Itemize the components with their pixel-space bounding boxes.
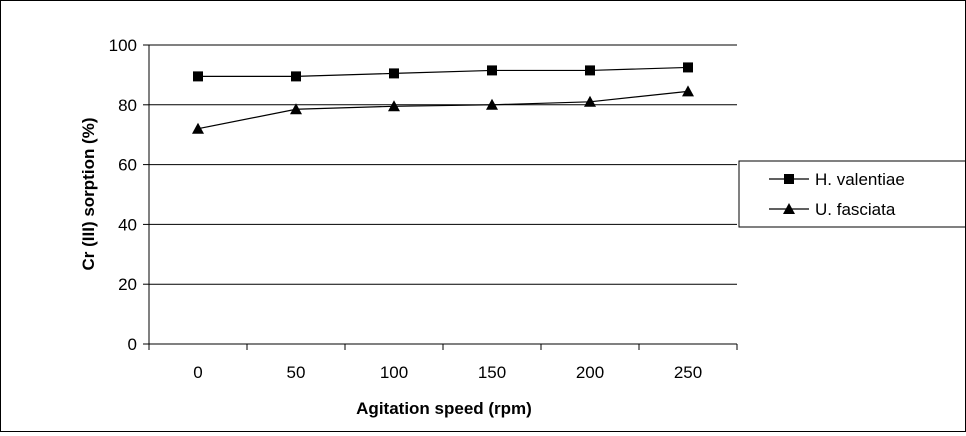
- x-tick-label: 200: [576, 363, 604, 382]
- series-line: [198, 66, 689, 77]
- data-point: [389, 68, 399, 79]
- y-tick-labels: 0 20 40 60 80 100: [109, 36, 137, 354]
- y-tick-label: 80: [118, 96, 137, 115]
- y-axis-title: Cr (III) sorption (%): [79, 118, 98, 271]
- data-point: [291, 71, 301, 82]
- y-tick-label: 0: [128, 335, 137, 354]
- x-tick-label: 100: [380, 363, 408, 382]
- data-point: [682, 85, 694, 97]
- data-point: [584, 95, 596, 107]
- series-line: [197, 90, 689, 130]
- x-tick-labels: 0 50 100 150 200 250: [193, 363, 702, 382]
- y-tick-label: 20: [118, 275, 137, 294]
- legend: H. valentiae U. fasciata: [738, 160, 966, 228]
- series-group: [192, 62, 694, 134]
- x-tick-label: 150: [478, 363, 506, 382]
- legend-box: [738, 160, 966, 228]
- series-square: [193, 62, 693, 82]
- gridlines: [149, 44, 737, 285]
- data-point: [683, 62, 693, 73]
- data-point: [192, 122, 204, 134]
- x-tick-label: 0: [193, 363, 202, 382]
- legend-marker: [783, 203, 795, 214]
- legend-marker: [784, 174, 794, 184]
- data-point: [290, 103, 302, 115]
- y-tick-label: 60: [118, 156, 137, 175]
- x-tick-label: 50: [287, 363, 306, 382]
- series-triangle: [192, 85, 694, 134]
- y-tick-label: 40: [118, 215, 137, 234]
- axes: [143, 44, 738, 350]
- data-point: [486, 98, 498, 110]
- data-point: [388, 100, 400, 112]
- legend-label: H. valentiae: [815, 170, 905, 189]
- x-axis-title: Agitation speed (rpm): [356, 399, 532, 418]
- data-point: [193, 71, 203, 82]
- y-tick-label: 100: [109, 36, 137, 55]
- x-tick-label: 250: [674, 363, 702, 382]
- legend-label: U. fasciata: [815, 200, 896, 219]
- data-point: [487, 65, 497, 76]
- data-point: [585, 65, 595, 76]
